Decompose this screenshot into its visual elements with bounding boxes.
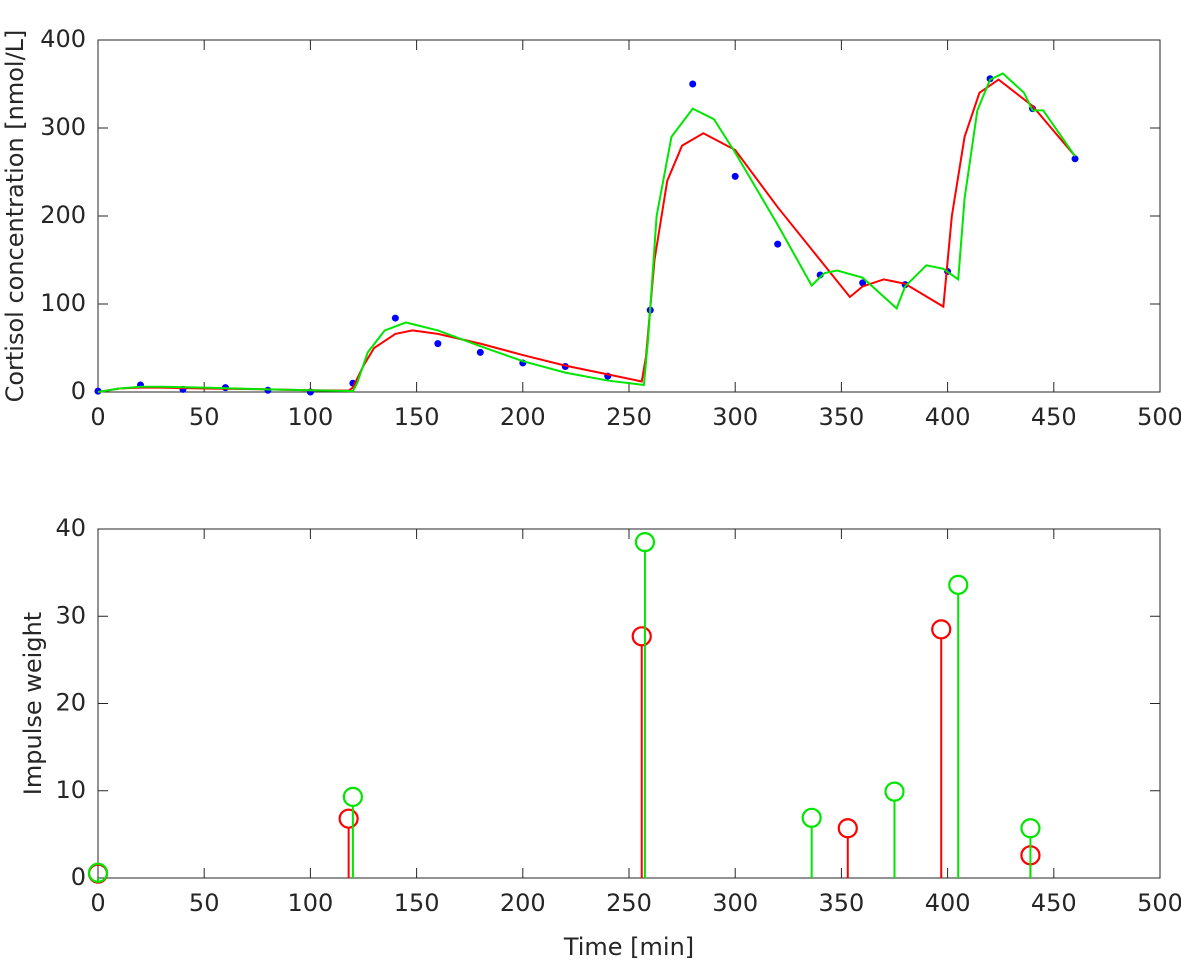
x-tick-label: 500 — [1137, 403, 1181, 431]
y-tick-label: 0 — [71, 377, 86, 405]
x-tick-label: 150 — [394, 403, 440, 431]
x-tick-label: 100 — [287, 889, 333, 917]
stem-marker — [948, 574, 969, 595]
x-tick-label: 300 — [712, 889, 758, 917]
x-tick-label: 50 — [189, 889, 220, 917]
x-tick-label: 400 — [925, 403, 971, 431]
x-tick-label: 450 — [1031, 889, 1077, 917]
y-tick-label: 10 — [55, 776, 86, 804]
y-tick-label: 300 — [40, 113, 86, 141]
data-point — [476, 348, 484, 356]
y-tick-label: 40 — [55, 514, 86, 542]
stem-marker — [87, 862, 109, 883]
x-tick-label: 300 — [712, 403, 758, 431]
stem-marker — [634, 531, 656, 553]
data-point — [731, 172, 739, 180]
stem-marker — [342, 786, 363, 807]
y-tick-label: 200 — [40, 201, 86, 229]
x-tick-label: 400 — [925, 889, 971, 917]
stem-marker — [631, 626, 652, 647]
y-tick-label: 0 — [71, 863, 86, 891]
x-tick-label: 350 — [818, 403, 864, 431]
x-tick-label: 50 — [189, 403, 220, 431]
axes-box — [97, 528, 1161, 879]
x-tick-label: 250 — [606, 403, 652, 431]
axes-box — [97, 39, 1161, 393]
y-axis-label: Impulse weight — [19, 612, 47, 795]
x-tick-label: 0 — [90, 403, 105, 431]
x-tick-label: 350 — [818, 889, 864, 917]
data-point — [391, 314, 399, 322]
stem-marker — [837, 818, 858, 839]
x-axis-label: Time [min] — [563, 933, 694, 961]
data-point — [689, 80, 697, 88]
stem-marker — [338, 808, 359, 829]
y-tick-label: 100 — [40, 289, 86, 317]
data-point — [859, 279, 867, 287]
fit-line — [97, 78, 1076, 393]
x-tick-label: 500 — [1137, 889, 1181, 917]
y-tick-label: 20 — [55, 689, 86, 717]
stem-marker — [801, 807, 822, 828]
x-tick-label: 150 — [394, 889, 440, 917]
x-tick-label: 0 — [90, 889, 105, 917]
data-point — [774, 240, 782, 248]
x-tick-label: 200 — [500, 889, 546, 917]
data-point — [434, 340, 442, 348]
x-tick-label: 200 — [500, 403, 546, 431]
data-point — [1071, 155, 1079, 163]
y-axis-label: Cortisol concentration [nmol/L] — [1, 30, 29, 403]
stem-marker — [931, 619, 952, 640]
fit-line — [97, 72, 1076, 393]
y-tick-label: 30 — [55, 601, 86, 629]
x-tick-label: 250 — [606, 889, 652, 917]
stem-marker — [1020, 818, 1041, 839]
x-tick-label: 450 — [1031, 403, 1077, 431]
x-tick-label: 100 — [287, 403, 333, 431]
stem-marker — [884, 781, 905, 802]
y-tick-label: 400 — [40, 25, 86, 53]
